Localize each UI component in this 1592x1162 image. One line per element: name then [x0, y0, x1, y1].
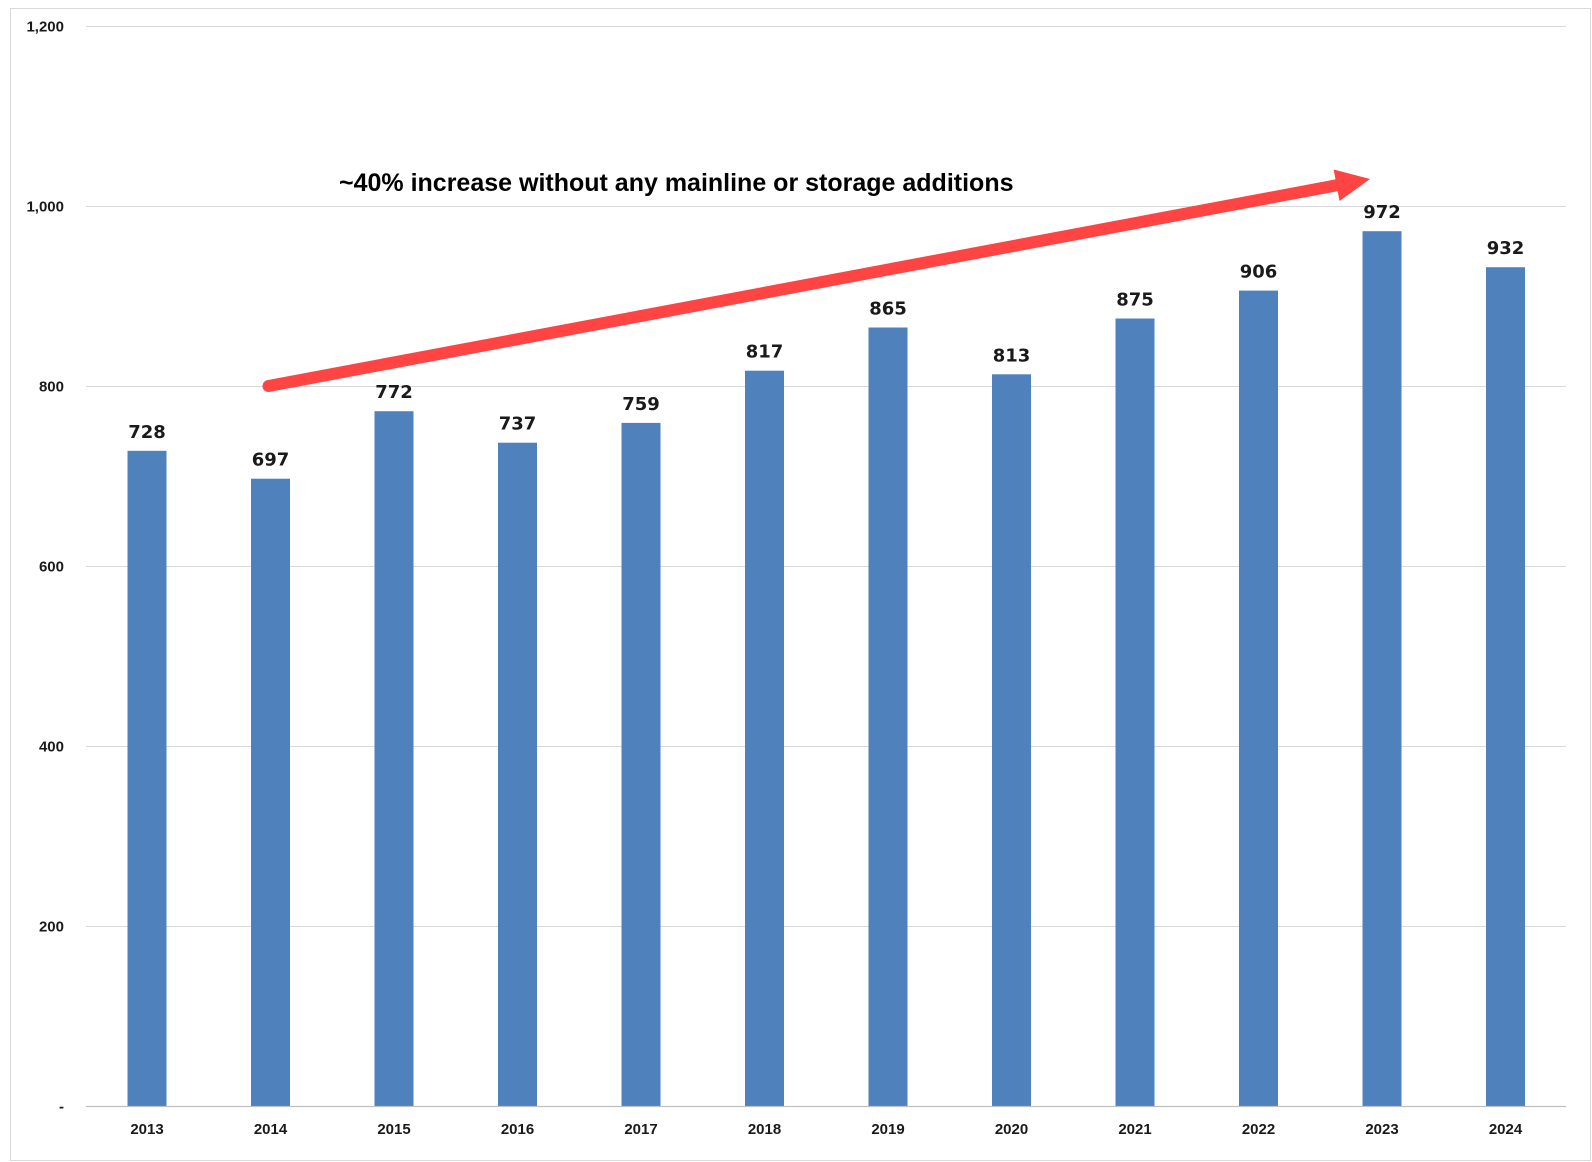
bar: [251, 478, 290, 1106]
x-axis: 2013 2014 2015 2016 2017 2018 2019 2020 2021 2022…: [86, 1105, 1566, 1138]
x-tick-label: 2022: [1242, 1121, 1275, 1138]
data-label: 759: [622, 394, 660, 415]
x-tick-label: 2018: [748, 1121, 781, 1138]
bar: [621, 422, 661, 1106]
data-label: 906: [1240, 262, 1278, 283]
chart-frame: [10, 8, 1591, 1161]
x-tick-label: 2013: [130, 1121, 163, 1138]
bar: [374, 411, 414, 1106]
y-tick-label: -: [59, 1099, 64, 1116]
x-tick-label: 2020: [995, 1121, 1028, 1138]
x-tick-label: 2015: [377, 1121, 410, 1138]
data-labels: 728 697 772 737 759 817 865 813 875 906 972 932: [128, 202, 1524, 471]
data-label: 813: [993, 345, 1031, 366]
bar: [1362, 231, 1402, 1106]
data-label: 932: [1487, 238, 1525, 259]
x-tick-label: 2024: [1489, 1121, 1523, 1138]
bars: [127, 231, 1525, 1107]
trend-arrow-head: [1333, 169, 1370, 202]
trend-arrow-shaft: [262, 178, 1347, 392]
data-label: 737: [499, 414, 537, 435]
data-label: 817: [746, 342, 784, 363]
y-tick-label: 800: [39, 379, 64, 396]
x-tick-label: 2016: [501, 1121, 534, 1138]
bar: [1115, 318, 1155, 1106]
x-tick-label: 2019: [871, 1121, 904, 1138]
data-label: 772: [375, 382, 413, 403]
bar: [1486, 267, 1525, 1106]
y-axis: - 200 400 600 800 1,000 1,200: [26, 19, 64, 1116]
annotation: ~40% increase without any mainline or st…: [262, 169, 1370, 392]
data-label: 875: [1116, 290, 1154, 311]
bar: [992, 374, 1031, 1106]
y-tick-label: 600: [39, 559, 64, 576]
x-tick-label: 2021: [1118, 1121, 1151, 1138]
data-label: 865: [869, 299, 907, 320]
y-tick-label: 1,200: [26, 19, 64, 36]
x-tick-label: 2023: [1365, 1121, 1398, 1138]
data-label: 697: [252, 450, 290, 471]
gridlines: [86, 26, 1566, 927]
data-label: 728: [128, 422, 166, 443]
y-tick-label: 200: [39, 919, 64, 936]
bar: [1239, 290, 1278, 1107]
data-label: 972: [1363, 202, 1401, 223]
y-tick-label: 1,000: [26, 199, 64, 216]
bar: [127, 450, 167, 1106]
bar: [868, 327, 908, 1106]
bar: [498, 442, 537, 1106]
annotation-text: ~40% increase without any mainline or st…: [339, 169, 1014, 197]
y-tick-label: 400: [39, 739, 64, 756]
bar: [745, 370, 784, 1106]
x-tick-label: 2017: [624, 1121, 657, 1138]
x-tick-label: 2014: [254, 1121, 288, 1138]
